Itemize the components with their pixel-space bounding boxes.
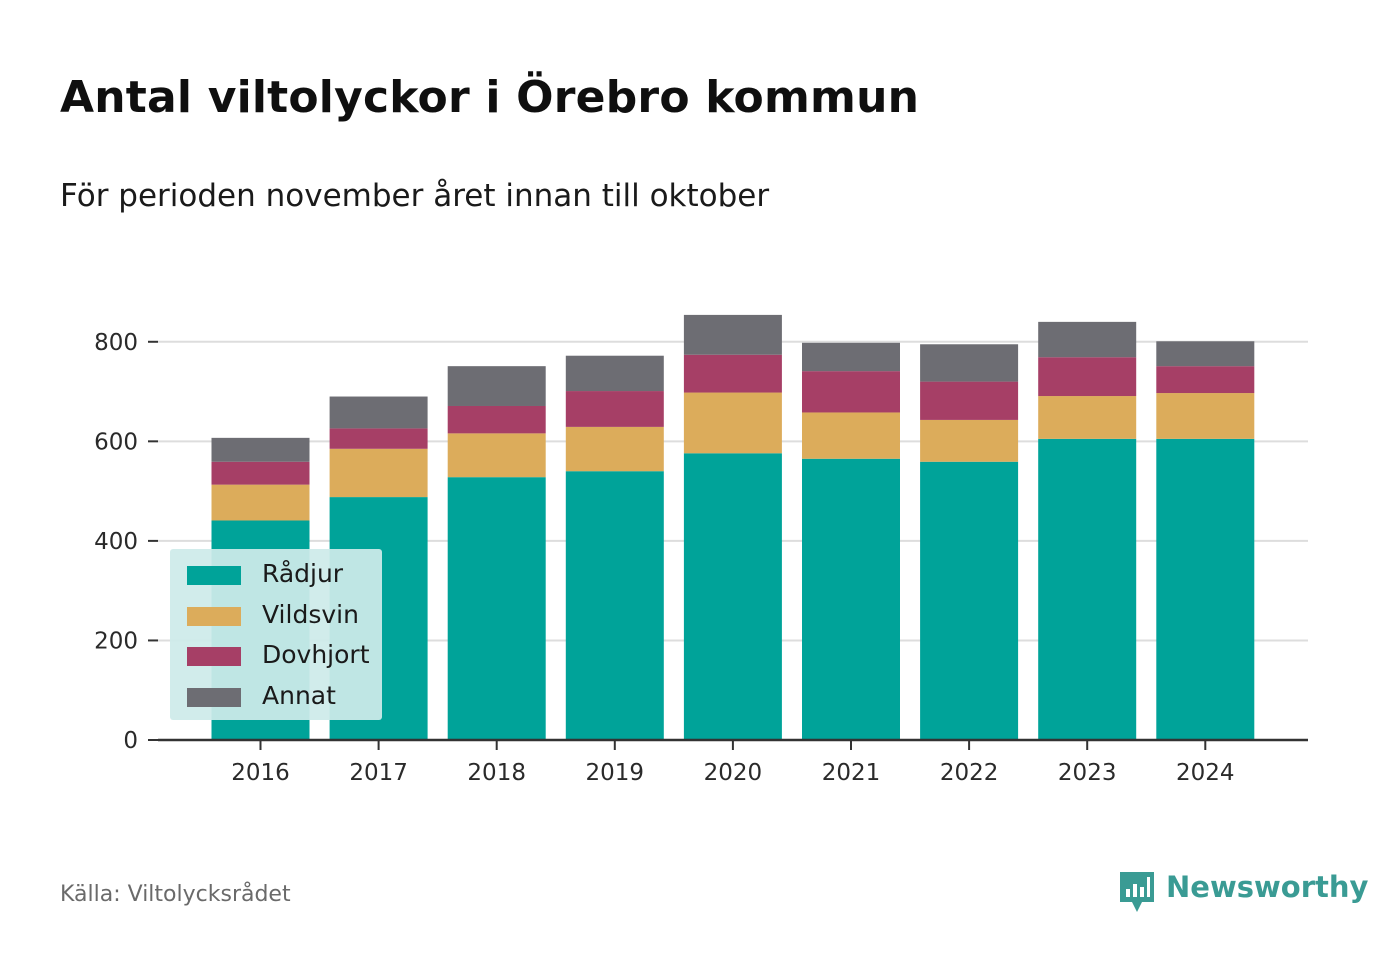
legend-swatch: [187, 687, 241, 707]
bar-segment: [1156, 366, 1255, 394]
brand[interactable]: Newsworthy: [1118, 866, 1368, 916]
bar-segment: [920, 381, 1019, 420]
legend-label: Rådjur: [262, 559, 344, 588]
x-tick-label: 2019: [586, 760, 645, 786]
bar-segment: [920, 344, 1019, 382]
bar-segment: [447, 433, 546, 478]
bar-segment: [565, 471, 664, 740]
y-tick-label: 200: [94, 628, 138, 654]
legend-swatch: [187, 566, 241, 585]
newsworthy-logo-icon: [1120, 872, 1154, 912]
bar-segment: [1038, 438, 1137, 740]
bar-segment: [920, 419, 1019, 462]
bar-segment: [683, 314, 782, 355]
x-tick-label: 2018: [467, 760, 526, 786]
y-tick-label: 600: [94, 429, 138, 455]
legend-label: Annat: [262, 680, 336, 710]
bar-segment: [329, 448, 428, 498]
bar-segment: [1038, 357, 1137, 397]
bar-segment: [447, 477, 546, 740]
x-tick-label: 2020: [704, 760, 763, 786]
brand-name: Newsworthy: [1166, 870, 1369, 904]
legend-swatch: [187, 647, 241, 666]
x-tick-label: 2017: [349, 760, 408, 786]
source-note: Källa: Viltolycksrådet: [60, 882, 291, 907]
legend-label: Vildsvin: [262, 599, 359, 629]
bar-segment: [802, 458, 900, 740]
axes: 0 200 400 600 800 2016 2017 2018 2019 2020 2021 202…: [94, 330, 1308, 786]
bar-segment: [447, 366, 546, 406]
legend-item-dovhjort: Dovhjort: [170, 638, 382, 679]
legend: Rådjur Vildsvin Dovhjort Annat: [170, 549, 382, 720]
x-tick-label: 2023: [1058, 760, 1117, 786]
chart-subtitle: För perioden november året innan till ok…: [60, 178, 770, 214]
legend-swatch: [187, 606, 241, 626]
bar-segment: [565, 355, 664, 392]
bar-segment: [920, 461, 1019, 740]
y-tick-label: 800: [94, 330, 138, 356]
bar-segment: [211, 484, 310, 521]
x-tick-label: 2022: [940, 760, 999, 786]
bar-segment: [683, 392, 782, 454]
legend-item-vildsvin: Vildsvin: [170, 598, 382, 639]
bar-segment: [1038, 396, 1137, 439]
bar-segment: [211, 437, 310, 462]
bar-segment: [565, 426, 664, 472]
bar-segment: [565, 391, 664, 427]
bar-segment: [211, 461, 310, 485]
x-tick-label: 2016: [231, 760, 290, 786]
y-tick-label: 0: [123, 728, 138, 754]
legend-label: Dovhjort: [262, 640, 370, 669]
x-tick-label: 2021: [822, 760, 881, 786]
bar-segment: [447, 405, 546, 434]
bar-segment: [1156, 438, 1255, 740]
bar-segment: [1156, 341, 1255, 367]
y-tick-label: 400: [94, 529, 138, 555]
bar-segment: [683, 354, 782, 393]
bar-segment: [1156, 393, 1255, 439]
bar-segment: [329, 396, 428, 429]
bar-segment: [802, 371, 900, 413]
legend-item-annat: Annat: [170, 679, 382, 720]
bar-segment: [329, 428, 428, 449]
legend-item-radjur: Rådjur: [170, 557, 382, 598]
x-tick-label: 2024: [1176, 760, 1235, 786]
bar-segment: [802, 412, 900, 459]
bar-segment: [1038, 321, 1137, 358]
chart-title: Antal viltolyckor i Örebro kommun: [60, 72, 920, 123]
bar-segment: [683, 453, 782, 740]
bar-segment: [802, 342, 900, 372]
